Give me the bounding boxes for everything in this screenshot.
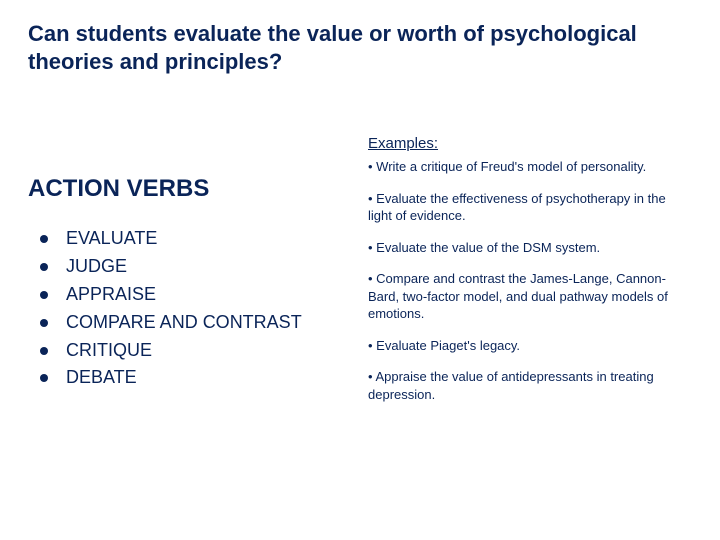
slide-title: Can students evaluate the value or worth… [28, 20, 692, 75]
example-item: • Evaluate the effectiveness of psychoth… [368, 190, 692, 225]
verb-list: EVALUATE JUDGE APPRAISE COMPARE AND CONT… [28, 225, 328, 392]
verb-item: CRITIQUE [40, 337, 328, 365]
left-column: ACTION VERBS EVALUATE JUDGE APPRAISE COM… [28, 135, 328, 417]
content-row: ACTION VERBS EVALUATE JUDGE APPRAISE COM… [28, 135, 692, 417]
right-column: Examples: • Write a critique of Freud's … [368, 135, 692, 417]
verb-item: COMPARE AND CONTRAST [40, 309, 328, 337]
example-item: • Evaluate Piaget's legacy. [368, 337, 692, 355]
examples-heading: Examples: [368, 135, 692, 152]
verb-item: JUDGE [40, 253, 328, 281]
verb-item: EVALUATE [40, 225, 328, 253]
example-item: • Compare and contrast the James-Lange, … [368, 270, 692, 323]
action-verbs-heading: ACTION VERBS [28, 175, 328, 203]
example-item: • Evaluate the value of the DSM system. [368, 239, 692, 257]
example-item: • Write a critique of Freud's model of p… [368, 158, 692, 176]
verb-item: DEBATE [40, 364, 328, 392]
example-item: • Appraise the value of antidepressants … [368, 368, 692, 403]
verb-item: APPRAISE [40, 281, 328, 309]
